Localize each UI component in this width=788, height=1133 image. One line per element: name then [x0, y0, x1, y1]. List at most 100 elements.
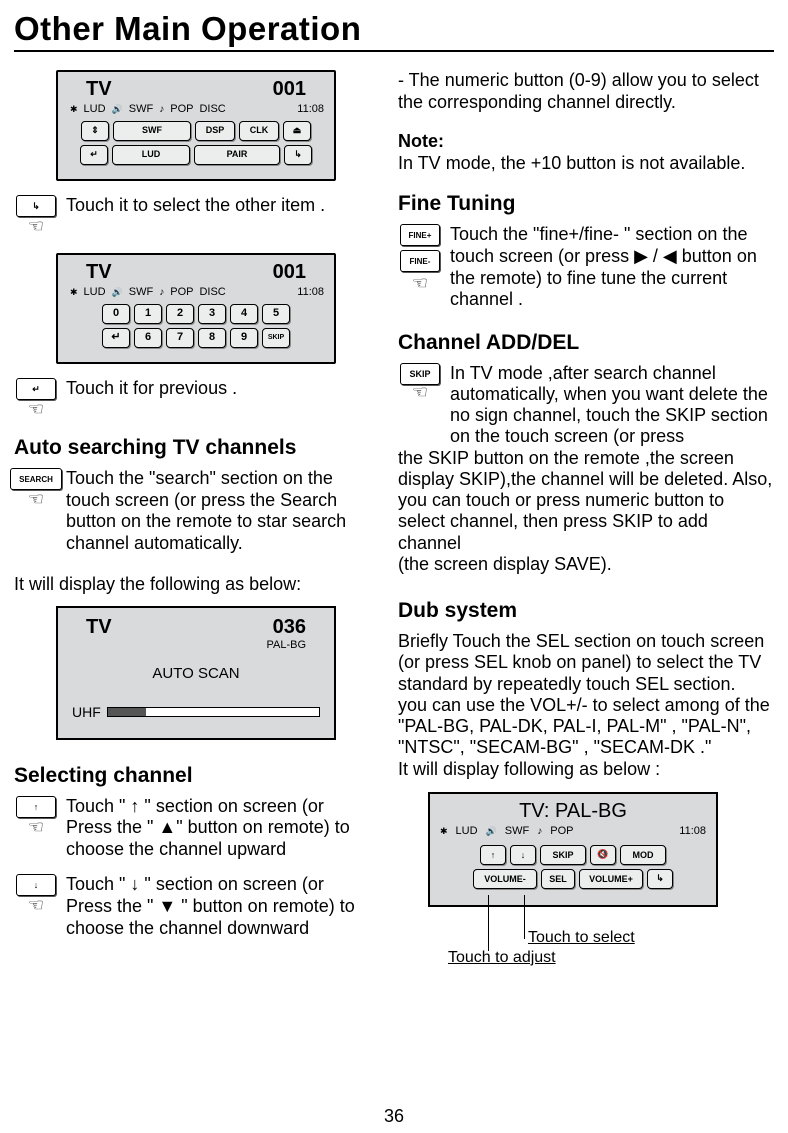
- lcd1-btn-dsp[interactable]: DSP: [195, 121, 235, 141]
- selecting-up-text: Touch " ↑ " section on screen (or Press …: [66, 796, 374, 861]
- num-3[interactable]: 3: [198, 304, 226, 324]
- left-column: TV 001 LUD SWF POP DISC 11:08 ⇕ SWF DSP …: [14, 70, 374, 967]
- bluetooth-icon: [440, 825, 448, 837]
- status-pop: POP: [170, 286, 193, 298]
- instr-a-text: Touch it to select the other item .: [66, 195, 325, 233]
- channel-text2: (the screen display SAVE).: [398, 554, 774, 575]
- status-lud: LUD: [84, 286, 106, 298]
- num-7[interactable]: 7: [166, 328, 194, 348]
- hand-icon: ☜: [28, 402, 44, 416]
- num-8[interactable]: 8: [198, 328, 226, 348]
- num-9[interactable]: 9: [230, 328, 258, 348]
- selecting-down-text: Touch " ↓ " section on screen (or Press …: [66, 874, 374, 939]
- num-5[interactable]: 5: [262, 304, 290, 324]
- dub-heading: Dub system: [398, 599, 774, 623]
- selecting-heading: Selecting channel: [14, 764, 374, 788]
- lcd1-btn-updown[interactable]: ⇕: [81, 121, 109, 141]
- status-clock: 11:08: [297, 103, 324, 115]
- hand-icon: ☜: [28, 898, 44, 912]
- dub-status-lud: LUD: [456, 825, 478, 837]
- lcd1-btn-lud[interactable]: LUD: [112, 145, 190, 165]
- hand-icon: ☜: [28, 219, 44, 233]
- hand-icon: ☜: [28, 492, 44, 506]
- bluetooth-icon: [70, 103, 78, 115]
- lcd-autoscan: TV 036 PAL-BG AUTO SCAN UHF: [56, 606, 336, 740]
- note-label: Note:: [398, 131, 444, 151]
- num-1[interactable]: 1: [134, 304, 162, 324]
- page-number: 36: [0, 1106, 788, 1127]
- lcd1-btn-pair[interactable]: PAIR: [194, 145, 280, 165]
- status-lud: LUD: [84, 103, 106, 115]
- lcd-panel-2: TV 001 LUD SWF POP DISC 11:08 0 1 2 3 4 …: [56, 253, 336, 364]
- status-swf: SWF: [129, 286, 153, 298]
- status-clock: 11:08: [297, 286, 324, 298]
- dub-btn-down[interactable]: ↓: [510, 845, 536, 865]
- dub-lcd-title: TV: PAL-BG: [440, 800, 706, 825]
- lcd1-btn-enter[interactable]: ↵: [80, 145, 108, 165]
- dub-btn-up[interactable]: ↑: [480, 845, 506, 865]
- callout-select: Touch to select: [528, 929, 635, 947]
- scan-sub: PAL-BG: [72, 639, 320, 651]
- hand-icon: ☜: [28, 820, 44, 834]
- right-column: - The numeric button (0-9) allow you to …: [398, 70, 774, 967]
- intro-text: - The numeric button (0-9) allow you to …: [398, 70, 774, 113]
- num-2[interactable]: 2: [166, 304, 194, 324]
- num-4[interactable]: 4: [230, 304, 258, 324]
- lcd1-right: 001: [273, 78, 306, 101]
- lcd1-btn-swf[interactable]: SWF: [113, 121, 191, 141]
- channel-adddel-heading: Channel ADD/DEL: [398, 331, 774, 355]
- lcd1-btn-eject[interactable]: ⏏: [283, 121, 311, 141]
- speaker-icon: [486, 825, 497, 837]
- auto-search-heading: Auto searching TV channels: [14, 436, 374, 460]
- instruction-select-other: ↳ ☜ Touch it to select the other item .: [14, 195, 374, 233]
- note-text: In TV mode, the +10 button is not availa…: [398, 153, 745, 173]
- num-6[interactable]: 6: [134, 328, 162, 348]
- search-button-icon: SEARCH: [10, 468, 62, 490]
- scan-left: TV: [86, 616, 112, 639]
- note-icon: [159, 286, 164, 298]
- lcd-panel-1: TV 001 LUD SWF POP DISC 11:08 ⇕ SWF DSP …: [56, 70, 336, 181]
- dub-btn-skip[interactable]: SKIP: [540, 845, 586, 865]
- enter-button-icon: ↵: [16, 378, 56, 400]
- channel-text-rest: the SKIP button on the remote ,the scree…: [398, 448, 774, 554]
- dub-btn-mod[interactable]: MOD: [620, 845, 666, 865]
- page-title: Other Main Operation: [14, 10, 774, 52]
- speaker-icon: [112, 286, 123, 298]
- fine-text: Touch the "fine+/fine- " section on the …: [450, 224, 774, 310]
- fine-plus-icon: FINE+: [400, 224, 440, 246]
- speaker-icon: [112, 103, 123, 115]
- callout-adjust: Touch to adjust: [448, 949, 556, 967]
- status-disc: DISC: [199, 103, 225, 115]
- dub-btn-sel[interactable]: SEL: [541, 869, 575, 889]
- btn-back[interactable]: ↵: [102, 328, 130, 348]
- scan-right: 036: [273, 616, 306, 639]
- next-button-icon: ↳: [16, 195, 56, 217]
- dub-btn-volminus[interactable]: VOLUME-: [473, 869, 537, 889]
- btn-skip[interactable]: SKIP: [262, 328, 290, 348]
- dub-btn-next[interactable]: ↳: [647, 869, 673, 889]
- hand-icon: ☜: [412, 385, 428, 399]
- bluetooth-icon: [70, 286, 78, 298]
- instr-b-text: Touch it for previous .: [66, 378, 237, 416]
- dub-btn-volplus[interactable]: VOLUME+: [579, 869, 643, 889]
- scan-bar-label: UHF: [72, 704, 101, 720]
- channel-text-head: In TV mode ,after search channel automat…: [450, 363, 768, 447]
- lcd2-right: 001: [273, 261, 306, 284]
- up-button-icon: ↑: [16, 796, 56, 818]
- fine-tuning-heading: Fine Tuning: [398, 192, 774, 216]
- dub-status-clock: 11:08: [679, 825, 706, 837]
- dub-status-swf: SWF: [505, 825, 529, 837]
- lcd1-btn-clk[interactable]: CLK: [239, 121, 279, 141]
- scan-center: AUTO SCAN: [72, 665, 320, 682]
- dub-btn-mute[interactable]: 🔇: [590, 845, 616, 865]
- down-button-icon: ↓: [16, 874, 56, 896]
- status-disc: DISC: [199, 286, 225, 298]
- lcd1-btn-next[interactable]: ↳: [284, 145, 312, 165]
- instruction-previous: ↵ ☜ Touch it for previous .: [14, 378, 374, 416]
- num-0[interactable]: 0: [102, 304, 130, 324]
- hand-icon: ☜: [412, 276, 428, 290]
- status-pop: POP: [170, 103, 193, 115]
- dub-text: Briefly Touch the SEL section on touch s…: [398, 631, 774, 780]
- fine-minus-icon: FINE-: [400, 250, 440, 272]
- note-icon: [159, 103, 164, 115]
